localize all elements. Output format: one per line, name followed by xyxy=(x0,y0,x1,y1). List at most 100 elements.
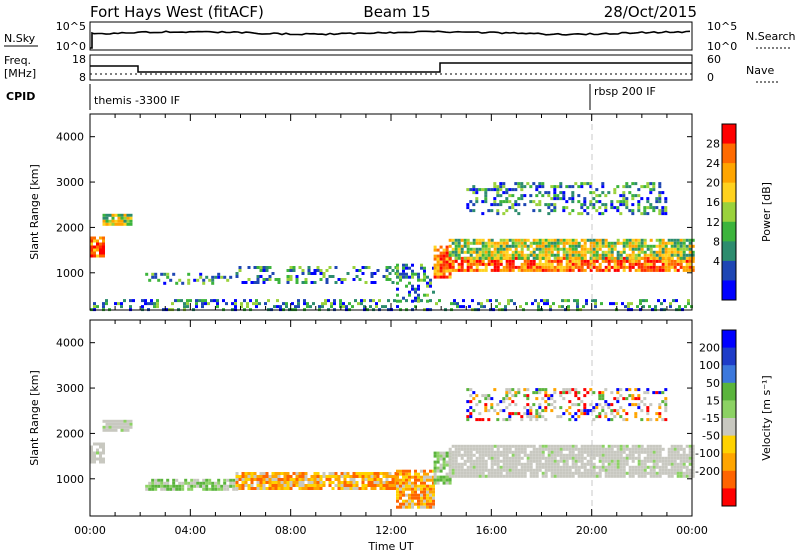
data-cell xyxy=(508,194,512,198)
data-cell xyxy=(238,484,242,487)
data-cell xyxy=(655,471,659,475)
data-cell xyxy=(556,262,560,266)
data-cell xyxy=(399,481,402,485)
data-cell xyxy=(535,397,539,401)
data-cell xyxy=(429,484,432,488)
data-cell xyxy=(511,241,515,245)
data-cell xyxy=(541,388,545,392)
data-cell xyxy=(550,203,554,207)
data-cell xyxy=(580,185,584,189)
data-cell xyxy=(643,397,647,401)
freq-unit: [MHz] xyxy=(4,67,36,80)
data-cell xyxy=(682,474,686,478)
data-cell xyxy=(462,305,465,309)
data-cell xyxy=(472,209,476,213)
data-cell xyxy=(438,299,441,303)
data-cell xyxy=(640,418,644,422)
data-cell xyxy=(499,474,503,478)
data-cell xyxy=(262,475,266,478)
data-cell xyxy=(547,268,551,272)
data-cell xyxy=(643,462,647,466)
data-cell xyxy=(466,206,470,210)
data-cell xyxy=(373,272,377,275)
data-cell xyxy=(414,299,417,303)
data-cell xyxy=(643,474,647,478)
data-cell xyxy=(538,191,542,195)
data-cell xyxy=(628,256,632,260)
data-cell xyxy=(154,478,158,482)
data-cell xyxy=(469,200,473,204)
data-cell xyxy=(535,447,539,451)
data-cell xyxy=(408,293,411,297)
data-cell xyxy=(396,484,399,488)
data-cell xyxy=(481,468,485,472)
data-cell xyxy=(514,462,518,466)
data-cell xyxy=(637,406,641,410)
data-cell xyxy=(610,456,614,460)
data-cell xyxy=(514,247,518,251)
data-cell xyxy=(622,447,626,451)
data-cell xyxy=(592,406,596,410)
data-cell xyxy=(544,265,548,269)
data-cell xyxy=(445,454,449,458)
data-cell xyxy=(607,406,611,410)
data-cell xyxy=(193,481,197,485)
data-cell xyxy=(454,447,458,451)
data-cell xyxy=(529,250,533,254)
data-cell xyxy=(93,442,96,446)
data-cell xyxy=(454,241,458,245)
data-cell xyxy=(499,450,503,454)
data-cell xyxy=(664,406,668,410)
data-cell xyxy=(616,471,620,475)
data-cell xyxy=(475,268,479,272)
data-cell xyxy=(538,256,542,260)
data-cell xyxy=(553,203,557,207)
data-cell xyxy=(333,302,336,306)
colorbar-swatch xyxy=(722,330,736,349)
data-cell xyxy=(511,250,515,254)
data-cell xyxy=(460,268,464,272)
data-cell xyxy=(625,462,629,466)
data-cell xyxy=(559,241,563,245)
data-cell xyxy=(550,462,554,466)
data-cell xyxy=(439,469,443,473)
data-cell xyxy=(538,415,542,419)
data-cell xyxy=(126,425,130,429)
data-cell xyxy=(571,447,575,451)
data-cell xyxy=(544,238,548,242)
data-cell xyxy=(640,400,644,404)
data-cell xyxy=(396,272,399,276)
data-cell xyxy=(619,259,623,263)
data-cell xyxy=(664,409,668,413)
data-cell xyxy=(417,493,420,497)
data-cell xyxy=(523,394,527,398)
data-cell xyxy=(402,269,405,273)
data-cell xyxy=(595,444,599,448)
data-cell xyxy=(478,262,482,266)
data-cell xyxy=(90,445,93,449)
data-cell xyxy=(432,484,435,488)
data-cell xyxy=(90,251,93,255)
data-cell xyxy=(439,269,443,273)
data-cell xyxy=(432,499,435,503)
data-cell xyxy=(658,200,662,204)
data-cell xyxy=(520,197,524,201)
data-cell xyxy=(402,263,405,267)
nsky-tick-top: 10^5 xyxy=(56,20,86,33)
data-cell xyxy=(550,197,554,201)
data-cell xyxy=(496,450,500,454)
data-cell xyxy=(517,182,521,186)
data-cell xyxy=(526,415,530,419)
data-cell xyxy=(352,481,356,484)
data-cell xyxy=(562,397,566,401)
data-cell xyxy=(514,391,518,395)
data-cell xyxy=(616,265,620,269)
data-cell xyxy=(616,468,620,472)
data-cell xyxy=(150,299,153,303)
data-cell xyxy=(598,465,602,469)
data-cell xyxy=(508,253,512,257)
data-cell xyxy=(655,268,659,272)
data-cell xyxy=(607,244,611,248)
data-cell xyxy=(484,191,488,195)
data-cell xyxy=(460,453,464,457)
